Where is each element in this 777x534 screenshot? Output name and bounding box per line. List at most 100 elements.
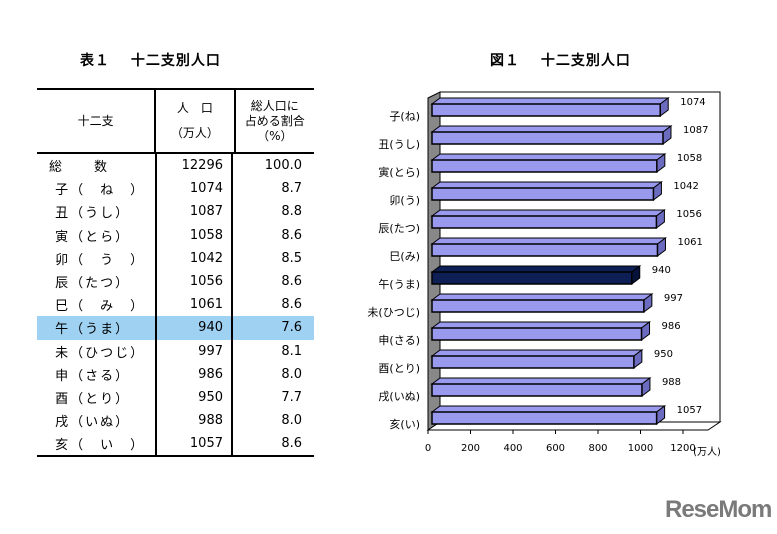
data-label: 1074 — [680, 97, 705, 108]
row-label: 卯（ う ） — [49, 252, 146, 268]
header-share-l3: （%） — [257, 128, 293, 143]
row-label: 丑（うし） — [49, 206, 131, 222]
bar — [430, 377, 652, 397]
table-row: 丑（うし） 1087 8.8 — [37, 200, 314, 224]
bar-front — [431, 243, 659, 257]
category-label: 申(さる) — [378, 334, 420, 347]
bar-front — [431, 299, 645, 313]
category-label: 辰(たつ) — [378, 222, 420, 235]
data-label: 997 — [664, 293, 683, 304]
bar-front — [431, 355, 635, 369]
bar-front — [431, 159, 658, 173]
table-row: 午（うま） 940 7.6 — [37, 316, 314, 340]
bar-top — [430, 125, 673, 133]
row-share: 100.0 — [264, 158, 302, 174]
table-header: 十二支 人 口 （万人） 総人口に 占める割合 （%） — [37, 90, 314, 154]
x-tick-label: 0 — [425, 443, 431, 454]
row-population: 1074 — [155, 177, 233, 201]
bar — [430, 181, 663, 201]
bar-front — [431, 327, 643, 341]
row-share: 8.1 — [281, 343, 302, 359]
category-label: 卯(う) — [389, 194, 420, 207]
row-label: 酉（とり） — [49, 391, 131, 407]
data-label: 1087 — [683, 125, 708, 136]
row-population: 940 — [155, 316, 233, 340]
row-share: 7.7 — [281, 389, 302, 405]
header-pop-l2: （万人） — [170, 126, 219, 140]
table-row: 辰（たつ） 1056 8.6 — [37, 269, 314, 294]
bar — [430, 293, 654, 313]
bar-top — [430, 265, 642, 273]
row-label: 戌（いぬ） — [49, 415, 131, 431]
row-population: 1056 — [155, 269, 233, 294]
data-label: 940 — [652, 265, 671, 276]
row-population: 1042 — [155, 246, 233, 270]
bar-top — [430, 405, 667, 413]
row-label: 総 数 — [49, 160, 110, 176]
bar-top — [430, 209, 666, 217]
table-row: 酉（とり） 950 7.7 — [37, 385, 314, 410]
category-label: 午(うま) — [378, 278, 420, 291]
bar-top — [430, 293, 654, 301]
category-label: 丑(うし) — [378, 138, 420, 151]
row-population: 1058 — [155, 223, 233, 247]
category-label: 亥(い) — [389, 417, 420, 431]
bar — [430, 265, 642, 285]
bar — [430, 349, 644, 369]
x-tick-label: 800 — [588, 443, 607, 454]
x-tick-label: 200 — [461, 443, 480, 454]
data-label: 1057 — [677, 405, 702, 416]
bar-front — [431, 187, 655, 201]
bar — [430, 153, 667, 173]
category-label: 巳(み) — [389, 250, 420, 263]
table-row: 亥（ い ） 1057 8.6 — [37, 432, 314, 456]
category-label: 子(ね) — [389, 110, 420, 123]
bar — [430, 97, 670, 117]
row-label: 午（うま） — [49, 322, 131, 338]
bar — [430, 237, 667, 257]
row-label: 寅（とら） — [49, 229, 131, 245]
data-label: 988 — [662, 377, 681, 388]
row-label: 辰（たつ） — [49, 276, 131, 292]
resemom-logo: ReseMom — [665, 496, 772, 523]
header-population: 人 口 （万人） — [154, 90, 236, 152]
header-zodiac: 十二支 — [37, 90, 154, 152]
bar — [430, 125, 673, 145]
bar-front — [431, 383, 643, 397]
header-pop-l1: 人 口 — [176, 101, 213, 115]
header-share: 総人口に 占める割合 （%） — [236, 90, 314, 152]
row-population: 1061 — [155, 293, 233, 317]
row-population: 950 — [155, 385, 233, 410]
bar — [430, 321, 652, 341]
row-label: 申（さる） — [49, 368, 131, 384]
table-row: 総 数 12296 100.0 — [37, 154, 314, 178]
row-share: 8.6 — [281, 274, 302, 290]
bar-front — [431, 215, 658, 229]
data-label: 1058 — [677, 153, 702, 164]
bar-top — [430, 349, 644, 357]
bar-front — [431, 411, 658, 425]
category-label: 未(ひつじ) — [367, 306, 420, 319]
row-share: 8.0 — [281, 366, 302, 382]
header-share-l1: 総人口に — [250, 98, 299, 113]
bar — [430, 405, 667, 425]
header-zodiac-text: 十二支 — [77, 113, 114, 128]
row-share: 8.6 — [281, 227, 302, 243]
row-share: 8.8 — [281, 204, 302, 220]
table-row: 子（ ね ） 1074 8.7 — [37, 177, 314, 201]
table-row: 卯（ う ） 1042 8.5 — [37, 246, 314, 270]
x-tick-label: 1000 — [628, 443, 653, 454]
data-label: 1061 — [677, 237, 702, 248]
table-row: 戌（いぬ） 988 8.0 — [37, 409, 314, 433]
row-share: 8.0 — [281, 413, 302, 429]
table-row: 巳（ み ） 1061 8.6 — [37, 293, 314, 317]
data-label: 986 — [662, 321, 681, 332]
x-tick-label: 400 — [503, 443, 522, 454]
bar-front — [431, 271, 633, 285]
data-label: 950 — [654, 349, 673, 360]
row-share: 8.6 — [281, 436, 302, 452]
table-row: 未（ひつじ） 997 8.1 — [37, 339, 314, 363]
row-population: 12296 — [155, 154, 233, 178]
row-share: 8.6 — [281, 297, 302, 313]
table-row: 申（さる） 986 8.0 — [37, 362, 314, 386]
